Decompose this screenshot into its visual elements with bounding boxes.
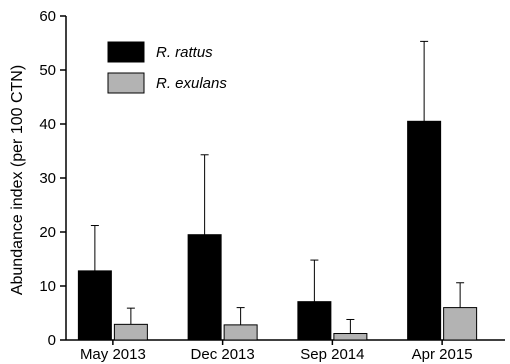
- legend-label: R. rattus: [156, 44, 213, 61]
- x-tick-label: May 2013: [80, 346, 146, 363]
- bar-r-exulans: [443, 307, 478, 341]
- y-axis: 0 10 20 30 40 50 60: [39, 8, 67, 349]
- y-tick-label: 40: [39, 116, 56, 133]
- legend: R. rattus R. exulans: [107, 41, 227, 94]
- y-tick-label: 30: [39, 170, 56, 187]
- x-tick-label: Apr 2015: [412, 346, 473, 363]
- legend-swatch: [107, 72, 145, 94]
- x-axis: May 2013 Dec 2013 Sep 2014 Apr 2015: [66, 339, 505, 363]
- bar-r-exulans: [223, 324, 258, 341]
- bar-r-rattus: [77, 270, 112, 341]
- bars-layer: [77, 40, 478, 341]
- y-tick-label: 20: [39, 224, 56, 241]
- x-tick-label: Sep 2014: [300, 346, 364, 363]
- y-tick-label: 0: [48, 332, 56, 349]
- y-axis-label: Abundance index (per 100 CTN): [9, 65, 26, 295]
- legend-label: R. exulans: [156, 75, 227, 92]
- bar-r-rattus: [407, 120, 442, 341]
- y-tick-label: 50: [39, 62, 56, 79]
- legend-swatch: [107, 41, 145, 63]
- y-tick-label: 10: [39, 278, 56, 295]
- y-tick-label: 60: [39, 8, 56, 25]
- bar-r-exulans: [333, 333, 368, 341]
- bar-r-rattus: [297, 301, 332, 341]
- bar-r-rattus: [187, 234, 222, 341]
- bar-r-exulans: [113, 323, 148, 341]
- x-tick-label: Dec 2013: [191, 346, 255, 363]
